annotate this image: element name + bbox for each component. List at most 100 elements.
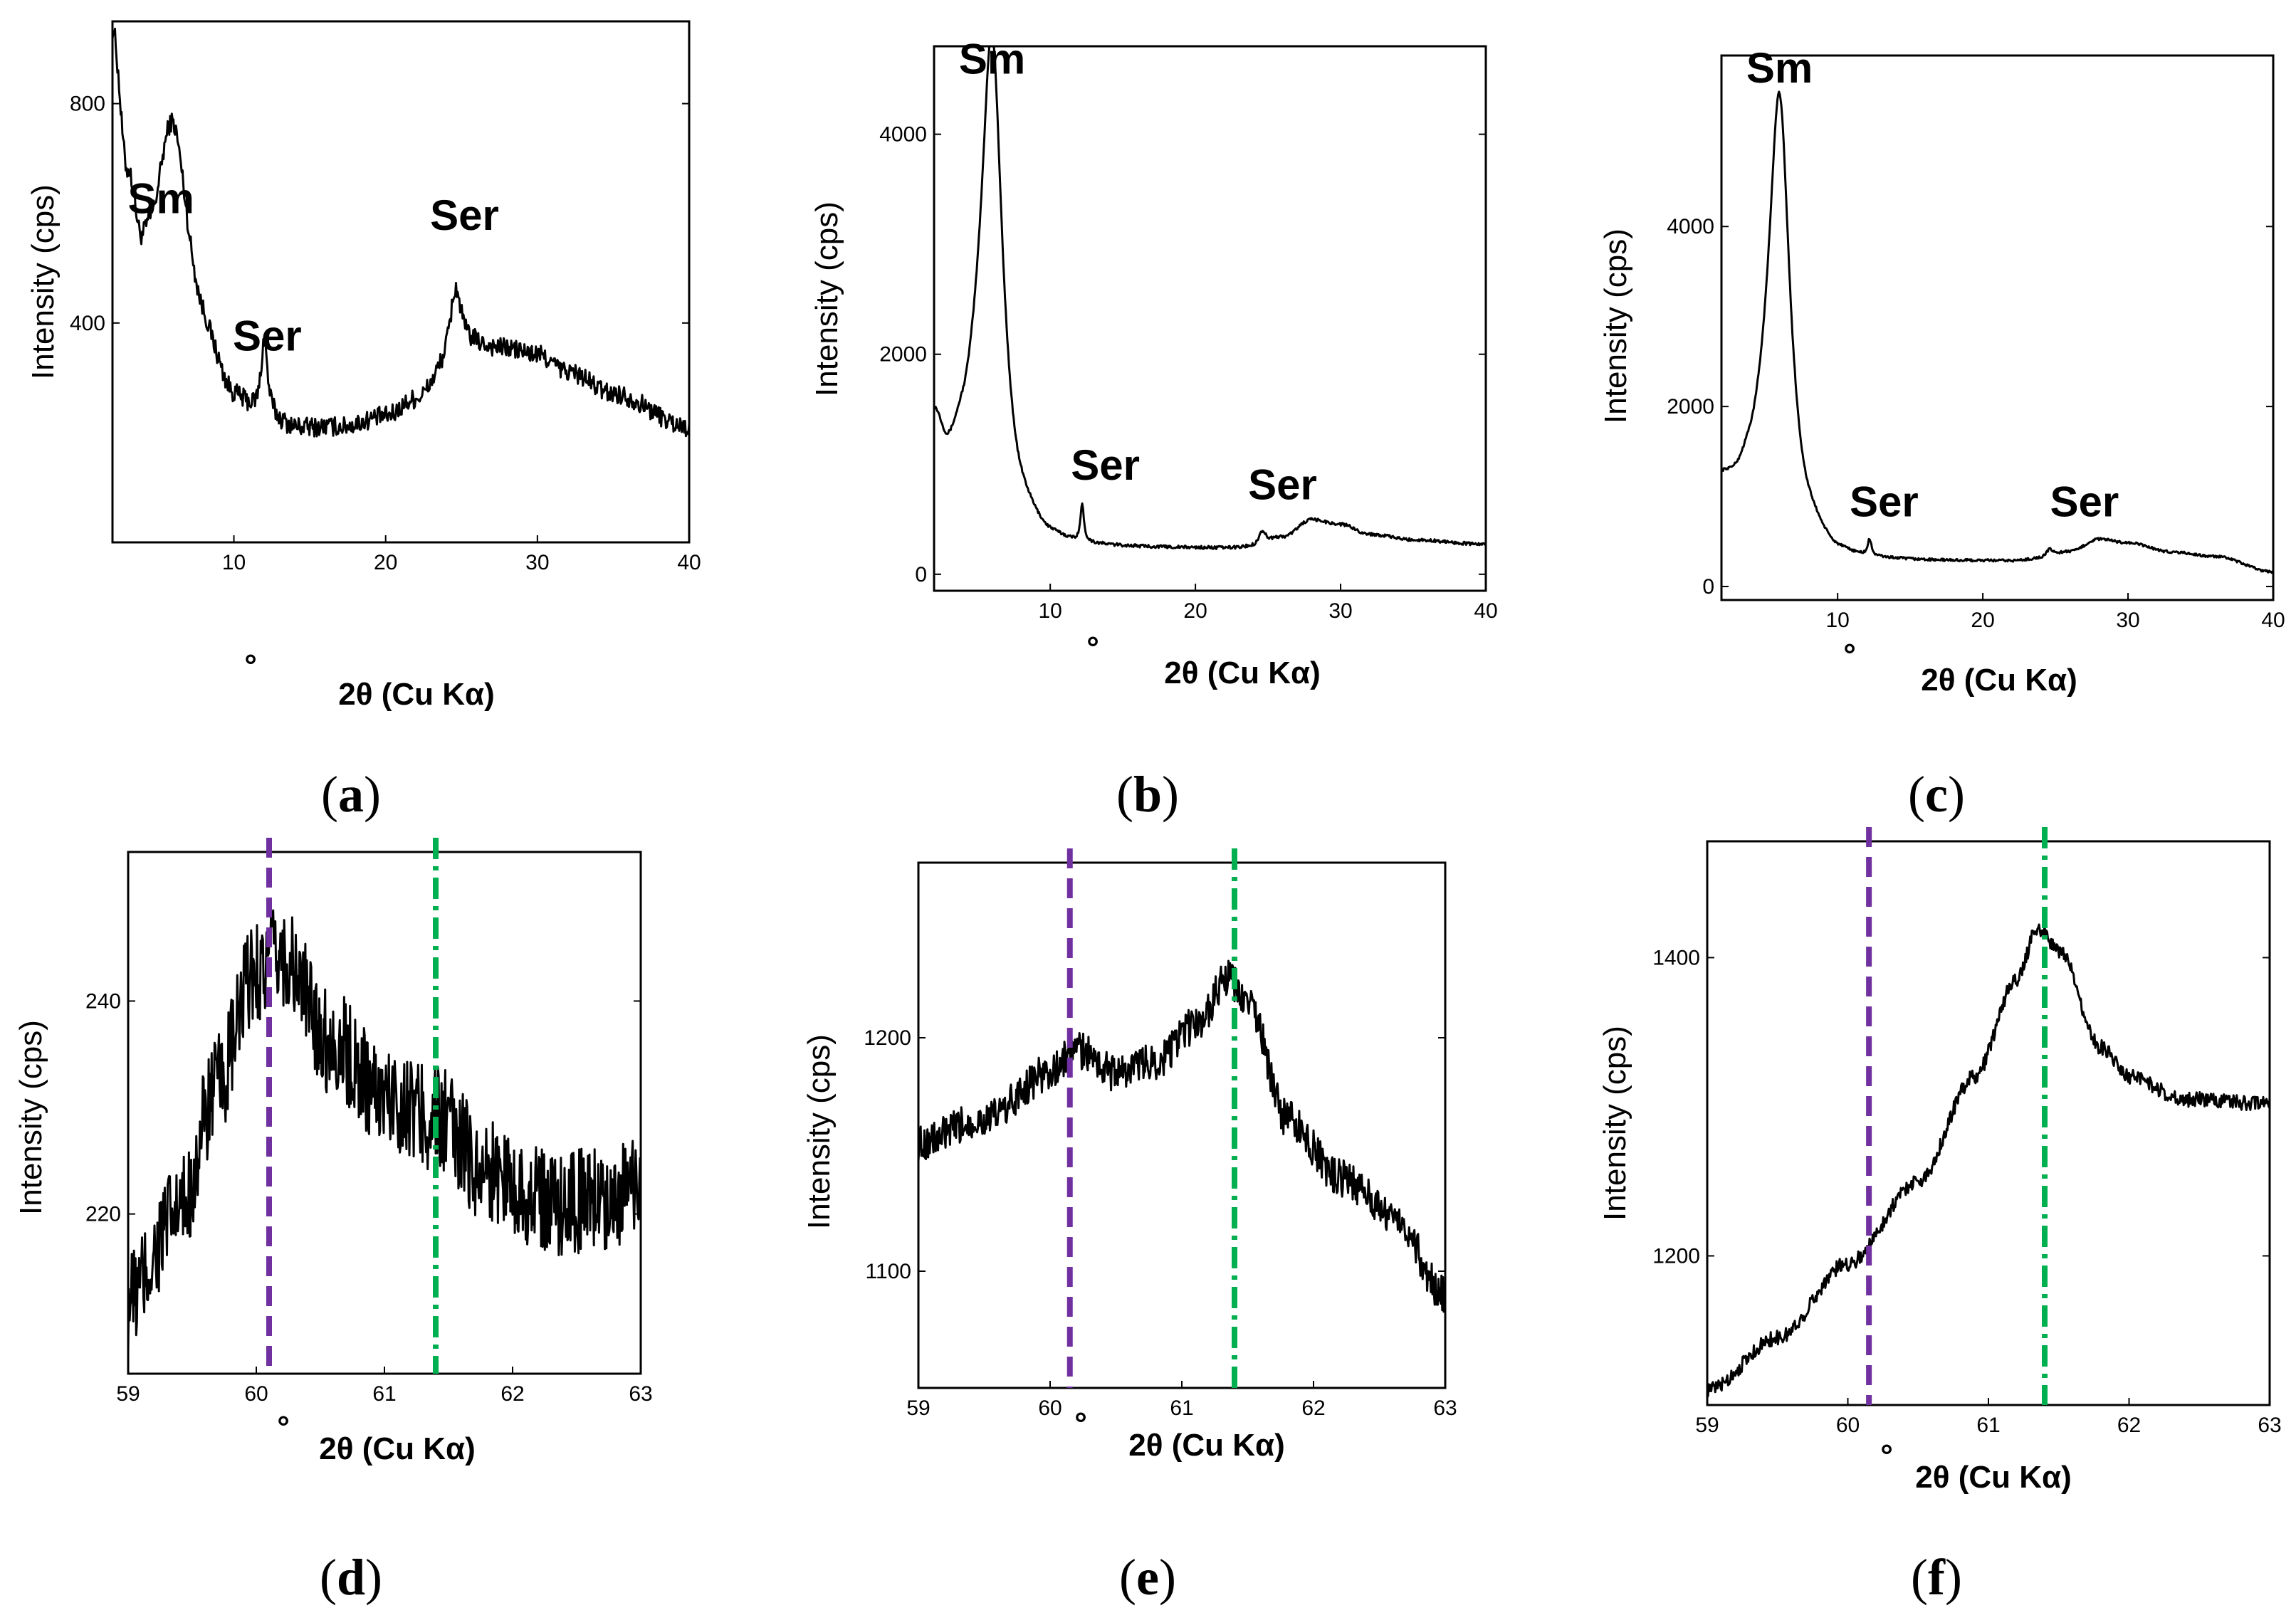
- y-tick-label-b-0: 0: [915, 563, 927, 586]
- svg-text:(e): (e): [1119, 1549, 1176, 1606]
- y-axis-label-a: Intensity (cps): [26, 184, 61, 379]
- peak-label-b-1: Ser: [1071, 441, 1140, 489]
- y-axis-label-e: Intensity (cps): [802, 1034, 837, 1229]
- degree-symbol-d: °: [277, 1410, 290, 1445]
- x-tick-label-d-1: 60: [244, 1382, 268, 1406]
- caption-letter-d: d: [337, 1549, 365, 1606]
- caption-letter-c: c: [1925, 766, 1948, 823]
- x-tick-label-f-1: 60: [1836, 1414, 1860, 1437]
- y-axis-label-d: Intensity (cps): [14, 1020, 48, 1215]
- x-tick-label-e-4: 63: [1433, 1396, 1457, 1420]
- y-tick-label-a-1: 800: [70, 93, 105, 116]
- x-tick-label-b-3: 40: [1474, 599, 1497, 623]
- degree-symbol-c: °: [1843, 638, 1856, 673]
- x-tick-label-a-3: 40: [677, 551, 701, 574]
- x-tick-label-c-0: 10: [1825, 609, 1849, 632]
- x-axis-label-e: 2θ (Cu Kα): [1128, 1428, 1284, 1463]
- y-axis-label-f: Intensity (cps): [1598, 1026, 1632, 1221]
- x-axis-label-b: 2θ (Cu Kα): [1164, 656, 1320, 690]
- x-tick-label-b-1: 20: [1183, 599, 1207, 623]
- xrd-series-a: [111, 27, 691, 438]
- plot-frame-a: [111, 20, 691, 544]
- xrd-series-f: [1706, 923, 2271, 1398]
- caption-d: (d): [320, 1549, 382, 1606]
- x-tick-label-b-2: 30: [1328, 599, 1352, 623]
- panel-b: Intensity (cps) 2θ (Cu Kα) ° (b) 10 20 30 4…: [809, 36, 1498, 823]
- y-tick-label-b-1: 2000: [879, 343, 927, 367]
- x-tick-label-c-2: 30: [2116, 609, 2139, 632]
- peak-label-c-1: Ser: [1850, 478, 1919, 525]
- panel-d: Intensity (cps) 2θ (Cu Kα) ° (d) 59 60 61 6…: [14, 838, 653, 1606]
- xrd-series-c: [1720, 90, 2275, 574]
- x-tick-label-e-2: 61: [1170, 1396, 1193, 1420]
- caption-c: (c): [1908, 766, 1965, 823]
- y-tick-label-d-0: 220: [85, 1203, 121, 1226]
- y-tick-label-e-0: 1100: [865, 1260, 911, 1283]
- peak-label-b-0: Sm: [959, 36, 1025, 83]
- x-tick-label-e-3: 62: [1301, 1396, 1325, 1420]
- degree-symbol-f: °: [1880, 1438, 1893, 1473]
- y-axis-label-c: Intensity (cps): [1598, 228, 1633, 423]
- svg-text:(d): (d): [320, 1549, 382, 1606]
- x-axis-label-c: 2θ (Cu Kα): [1921, 663, 2077, 698]
- svg-text:(c): (c): [1908, 766, 1965, 823]
- xrd-series-b: [933, 45, 1487, 550]
- caption-letter-f: f: [1928, 1549, 1946, 1606]
- y-tick-label-a-0: 400: [70, 312, 105, 335]
- caption-f: (f): [1911, 1549, 1962, 1606]
- caption-letter-e: e: [1136, 1549, 1159, 1606]
- degree-symbol-e: °: [1074, 1406, 1087, 1441]
- xrd-series-d: [127, 909, 642, 1352]
- x-tick-label-f-3: 62: [2117, 1414, 2141, 1437]
- plot-frame-f: [1706, 840, 2271, 1406]
- x-tick-label-d-0: 59: [116, 1382, 140, 1406]
- degree-symbol-a: °: [244, 648, 257, 683]
- x-tick-label-d-3: 62: [500, 1382, 524, 1406]
- x-tick-label-e-0: 59: [906, 1396, 930, 1420]
- caption-e: (e): [1119, 1549, 1176, 1606]
- y-tick-label-d-1: 240: [85, 989, 121, 1013]
- x-tick-label-a-0: 10: [222, 551, 246, 574]
- x-tick-label-f-4: 63: [2258, 1414, 2281, 1437]
- xrd-series-e: [917, 959, 1447, 1313]
- svg-text:(b): (b): [1116, 766, 1179, 823]
- x-tick-label-f-2: 61: [1976, 1414, 2000, 1437]
- y-axis-label-b: Intensity (cps): [809, 201, 844, 396]
- caption-letter-b: b: [1133, 766, 1162, 823]
- plot-frame-c: [1720, 54, 2275, 601]
- peak-label-c-2: Ser: [2050, 478, 2119, 525]
- x-tick-label-a-1: 20: [374, 551, 397, 574]
- y-tick-label-c-1: 2000: [1667, 395, 1714, 419]
- peak-label-c-0: Sm: [1746, 44, 1813, 92]
- y-tick-label-e-1: 1200: [864, 1026, 911, 1050]
- y-tick-label-c-2: 4000: [1667, 215, 1714, 238]
- caption-b: (b): [1116, 766, 1179, 823]
- peak-label-a-0: Sm: [128, 175, 194, 223]
- x-axis-label-a: 2θ (Cu Kα): [338, 677, 494, 712]
- panel-f: Intensity (cps) 2θ (Cu Kα) ° (f) 59 60 61 6…: [1598, 827, 2282, 1606]
- x-tick-label-e-1: 60: [1038, 1396, 1061, 1420]
- y-tick-label-f-0: 1200: [1652, 1244, 1700, 1268]
- x-tick-label-c-1: 20: [1971, 609, 1994, 632]
- peak-label-b-2: Ser: [1248, 461, 1317, 509]
- degree-symbol-b: °: [1086, 631, 1099, 665]
- x-axis-label-d: 2θ (Cu Kα): [319, 1431, 475, 1466]
- plot-frame-b: [933, 45, 1487, 592]
- x-tick-label-b-0: 10: [1038, 599, 1061, 623]
- panel-a: Intensity (cps) 2θ (Cu Kα) ° (a) 10 20 30 4…: [26, 20, 701, 823]
- panel-e: Intensity (cps) 2θ (Cu Kα) ° (e) 59 60 61 6…: [802, 848, 1457, 1606]
- x-tick-label-d-4: 63: [629, 1382, 652, 1406]
- peak-label-a-1: Ser: [233, 312, 302, 359]
- y-tick-label-c-0: 0: [1702, 575, 1714, 599]
- svg-text:(a): (a): [321, 766, 381, 823]
- caption-letter-a: a: [338, 766, 364, 823]
- x-tick-label-a-2: 30: [525, 551, 549, 574]
- panel-c: Intensity (cps) 2θ (Cu Kα) ° (c) 10 20 30 4…: [1598, 44, 2285, 823]
- peak-label-a-2: Ser: [430, 191, 499, 239]
- caption-a: (a): [321, 766, 381, 823]
- svg-text:(f): (f): [1911, 1549, 1962, 1606]
- x-tick-label-c-3: 40: [2261, 609, 2285, 632]
- y-tick-label-f-1: 1400: [1652, 946, 1700, 969]
- x-tick-label-f-0: 59: [1695, 1414, 1719, 1437]
